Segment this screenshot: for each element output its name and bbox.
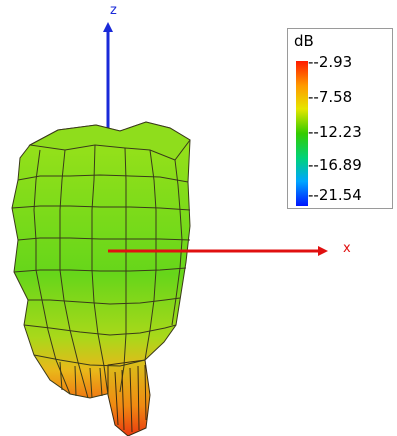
legend-tick: --7.58: [308, 88, 353, 106]
z-axis-arrowhead: [103, 22, 113, 32]
legend-tick: --16.89: [308, 156, 362, 174]
color-legend: dB --2.93 --7.58 --12.23 --16.89 --21.54: [287, 28, 393, 209]
legend-title: dB: [294, 32, 314, 50]
z-axis-label: z: [110, 3, 117, 18]
x-axis-arrowhead: [318, 246, 328, 256]
legend-tick: --12.23: [308, 123, 362, 141]
legend-tick: --21.54: [308, 186, 362, 204]
legend-tick: --2.93: [308, 53, 353, 71]
radiation-pattern-surface: [11, 121, 191, 436]
x-axis-label: x: [343, 241, 351, 256]
legend-colorbar: [296, 61, 308, 206]
